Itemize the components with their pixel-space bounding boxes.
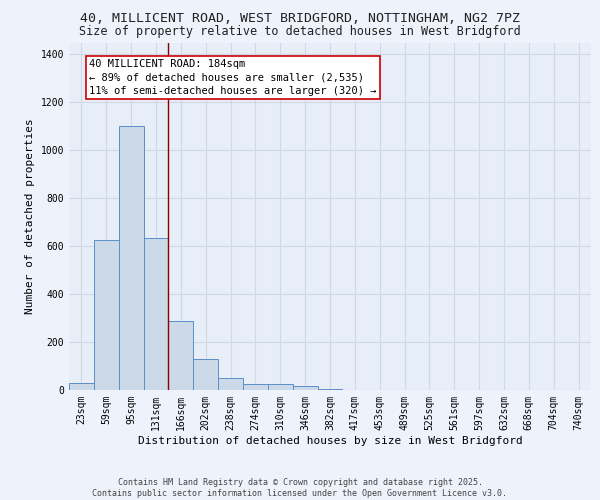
Text: Contains HM Land Registry data © Crown copyright and database right 2025.
Contai: Contains HM Land Registry data © Crown c… [92, 478, 508, 498]
Bar [169, 320, 193, 390]
Text: 40, MILLICENT ROAD, WEST BRIDGFORD, NOTTINGHAM, NG2 7PZ: 40, MILLICENT ROAD, WEST BRIDGFORD, NOTT… [80, 12, 520, 26]
Bar [94, 240, 119, 390]
Bar [69, 383, 94, 390]
Bar [119, 126, 143, 390]
Bar [143, 238, 169, 390]
Bar [317, 389, 343, 390]
Y-axis label: Number of detached properties: Number of detached properties [25, 118, 35, 314]
Bar [218, 378, 243, 390]
Text: 40 MILLICENT ROAD: 184sqm
← 89% of detached houses are smaller (2,535)
11% of se: 40 MILLICENT ROAD: 184sqm ← 89% of detac… [89, 60, 376, 96]
Text: Size of property relative to detached houses in West Bridgford: Size of property relative to detached ho… [79, 25, 521, 38]
X-axis label: Distribution of detached houses by size in West Bridgford: Distribution of detached houses by size … [137, 436, 523, 446]
Bar [268, 384, 293, 390]
Bar [293, 386, 317, 390]
Bar [193, 359, 218, 390]
Bar [243, 384, 268, 390]
